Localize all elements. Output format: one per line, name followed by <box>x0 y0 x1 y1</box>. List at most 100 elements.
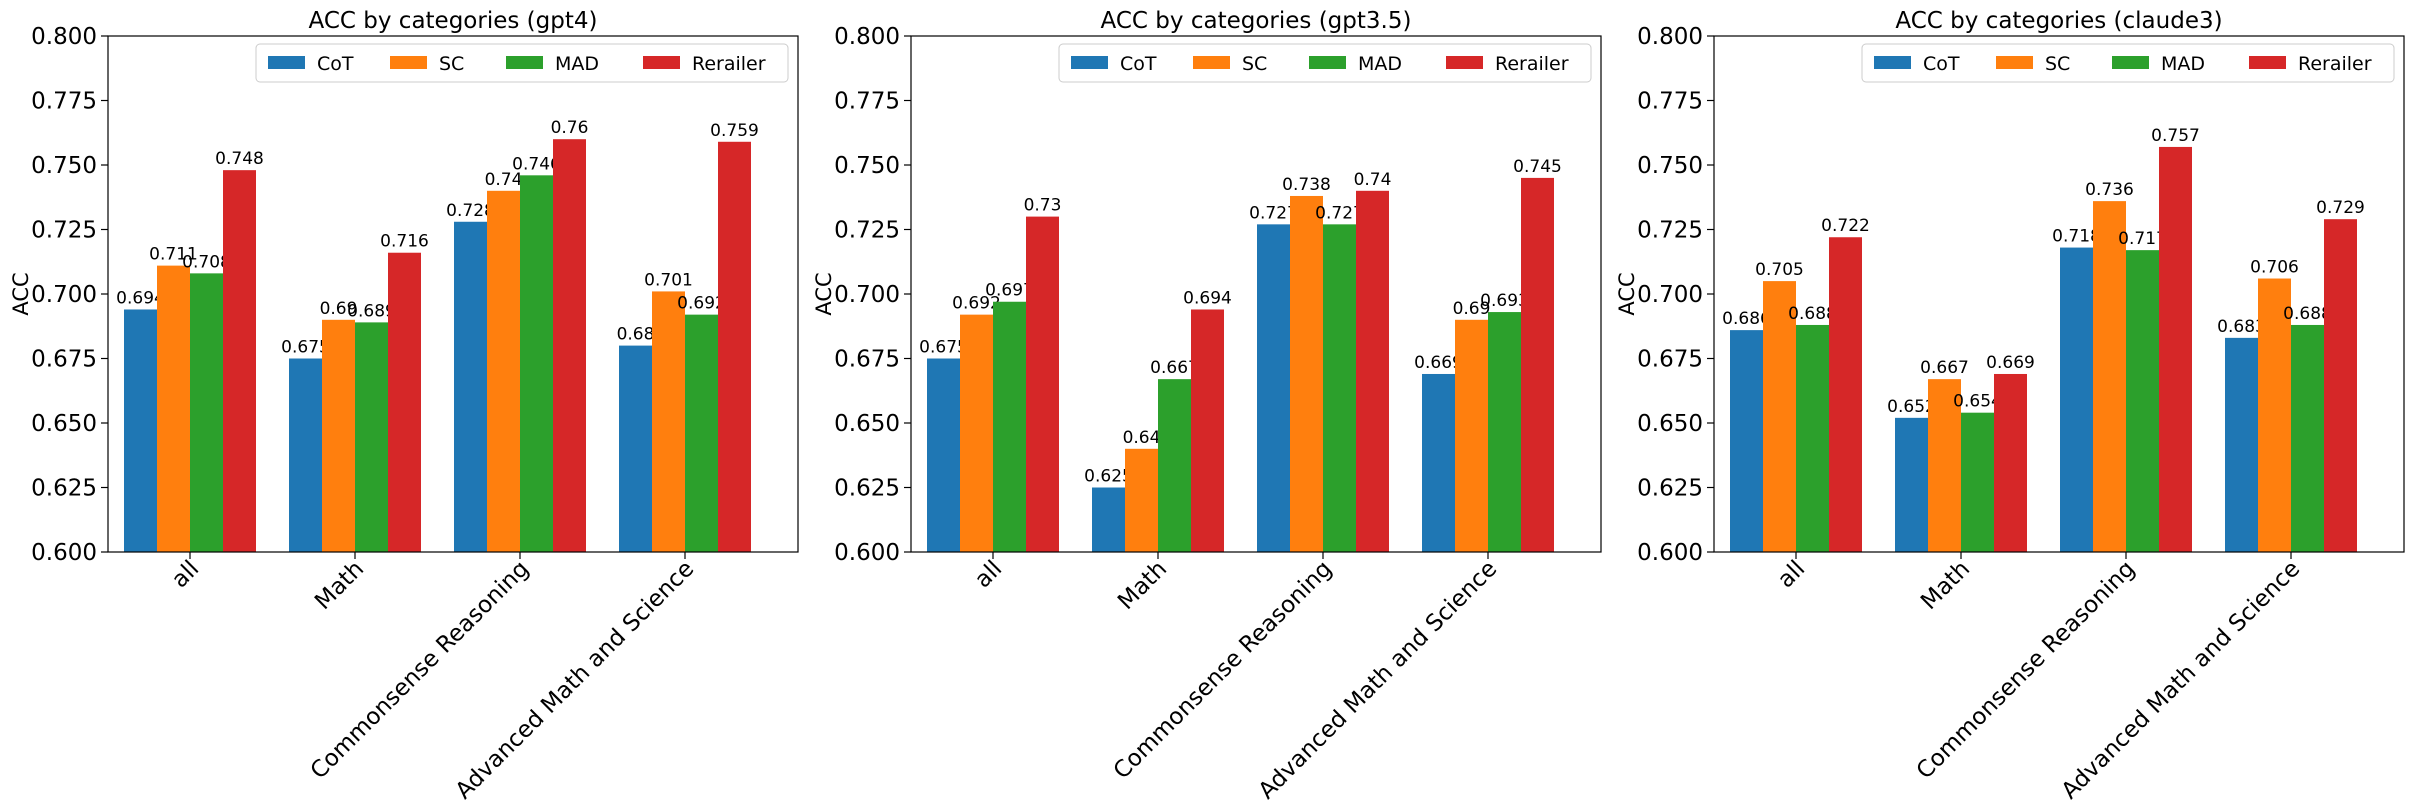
bar-value-label: 0.667 <box>1920 358 1969 378</box>
bar-sc-3 <box>1455 319 1488 552</box>
bar-value-label: 0.697 <box>985 281 1034 301</box>
bar-value-label: 0.654 <box>1953 392 2002 412</box>
y-tick-label: 0.725 <box>1637 218 1703 244</box>
y-tick-label: 0.750 <box>1637 153 1703 179</box>
bar-value-label: 0.757 <box>2151 126 2200 146</box>
bar-cot-2 <box>2060 247 2093 552</box>
legend-swatch-sc <box>1996 56 2033 69</box>
y-tick-label: 0.600 <box>834 540 900 566</box>
x-tick-label: Math <box>1113 556 1172 615</box>
bar-cot-3 <box>2225 337 2258 552</box>
bar-cot-0 <box>124 309 157 552</box>
bar-value-label: 0.667 <box>1150 358 1199 378</box>
bar-sc-0 <box>157 265 190 552</box>
bar-mad-3 <box>1488 312 1521 552</box>
legend-label: Rerailer <box>692 53 766 75</box>
legend-swatch-cot <box>1071 56 1108 69</box>
bar-value-label: 0.689 <box>347 301 396 321</box>
legend-swatch-rerailer <box>1446 56 1483 69</box>
bar-sc-2 <box>1290 195 1323 552</box>
y-tick-label: 0.725 <box>31 218 97 244</box>
y-tick-label: 0.675 <box>31 347 97 373</box>
bar-value-label: 0.716 <box>380 232 429 252</box>
bar-value-label: 0.625 <box>1084 467 1133 487</box>
legend-swatch-sc <box>1193 56 1230 69</box>
bar-sc-0 <box>960 314 993 552</box>
y-tick-label: 0.625 <box>31 476 97 502</box>
bar-value-label: 0.675 <box>281 338 330 358</box>
chart-panel-0: ACC by categories (gpt4) ACC 0.600 0.625 0.6… <box>9 8 799 804</box>
bar-mad-1 <box>355 322 388 552</box>
bar-value-label: 0.718 <box>2052 227 2101 247</box>
bar-cot-2 <box>454 221 487 552</box>
y-tick-label: 0.675 <box>1637 347 1703 373</box>
bar-value-label: 0.708 <box>182 252 231 272</box>
bar-sc-2 <box>2093 201 2126 552</box>
bar-value-label: 0.705 <box>1755 260 1804 280</box>
bar-value-label: 0.728 <box>446 201 495 221</box>
bar-value-label: 0.74 <box>485 170 523 190</box>
legend-label: MAD <box>1358 53 1402 75</box>
bar-value-label: 0.686 <box>1722 309 1771 329</box>
legend-swatch-cot <box>268 56 305 69</box>
bar-cot-3 <box>1422 373 1455 552</box>
bar-value-label: 0.717 <box>2118 229 2167 249</box>
bar-sc-3 <box>652 291 685 552</box>
y-tick-label: 0.750 <box>834 153 900 179</box>
bar-mad-0 <box>993 301 1026 552</box>
bar-sc-3 <box>2258 278 2291 552</box>
bar-rerailer-0 <box>223 170 256 552</box>
bar-value-label: 0.73 <box>1024 196 1062 216</box>
legend-label: MAD <box>2161 53 2205 75</box>
legend-swatch-rerailer <box>2249 56 2286 69</box>
legend-swatch-rerailer <box>643 56 680 69</box>
bar-value-label: 0.74 <box>1354 170 1392 190</box>
y-tick-label: 0.650 <box>31 411 97 437</box>
y-tick-label: 0.625 <box>834 476 900 502</box>
y-axis-label: ACC <box>9 272 33 315</box>
bar-value-label: 0.76 <box>551 118 589 138</box>
bar-mad-2 <box>1323 224 1356 552</box>
legend-swatch-sc <box>390 56 427 69</box>
bar-value-label: 0.736 <box>2085 180 2134 200</box>
bar-sc-2 <box>487 190 520 553</box>
legend-label: SC <box>2045 53 2070 75</box>
y-tick-label: 0.775 <box>834 89 900 115</box>
bar-value-label: 0.701 <box>644 270 693 290</box>
plot-frame <box>107 35 799 553</box>
bar-value-label: 0.748 <box>215 149 264 169</box>
y-tick-label: 0.700 <box>834 282 900 308</box>
x-tick-label: Math <box>310 556 369 615</box>
y-tick-label: 0.800 <box>834 24 900 50</box>
bar-rerailer-0 <box>1026 216 1059 552</box>
bar-mad-2 <box>520 175 553 552</box>
x-tick-label: Math <box>1916 556 1975 615</box>
chart-title: ACC by categories (claude3) <box>1895 8 2222 34</box>
bar-value-label: 0.694 <box>1183 288 1232 308</box>
bar-cot-0 <box>1730 330 1763 552</box>
bar-value-label: 0.69 <box>1453 299 1491 319</box>
y-tick-label: 0.725 <box>834 218 900 244</box>
y-tick-label: 0.625 <box>1637 476 1703 502</box>
legend-label: MAD <box>555 53 599 75</box>
x-tick-label: all <box>167 556 204 593</box>
y-tick-label: 0.800 <box>31 24 97 50</box>
bar-sc-1 <box>1125 448 1158 552</box>
bar-value-label: 0.727 <box>1249 203 1298 223</box>
legend-swatch-mad <box>506 56 543 69</box>
bar-value-label: 0.722 <box>1821 216 1870 236</box>
legend-swatch-mad <box>2112 56 2149 69</box>
bar-value-label: 0.669 <box>1414 353 1463 373</box>
bar-value-label: 0.683 <box>2217 317 2266 337</box>
bar-sc-0 <box>1763 281 1796 552</box>
y-tick-label: 0.700 <box>31 282 97 308</box>
bar-rerailer-2 <box>1356 190 1389 553</box>
legend-label: Rerailer <box>1495 53 1569 75</box>
legend-label: Rerailer <box>2298 53 2372 75</box>
bar-rerailer-1 <box>1994 373 2027 552</box>
bar-value-label: 0.669 <box>1986 353 2035 373</box>
chart-title: ACC by categories (gpt4) <box>309 8 598 34</box>
bar-mad-3 <box>2291 324 2324 552</box>
bar-value-label: 0.729 <box>2316 198 2365 218</box>
